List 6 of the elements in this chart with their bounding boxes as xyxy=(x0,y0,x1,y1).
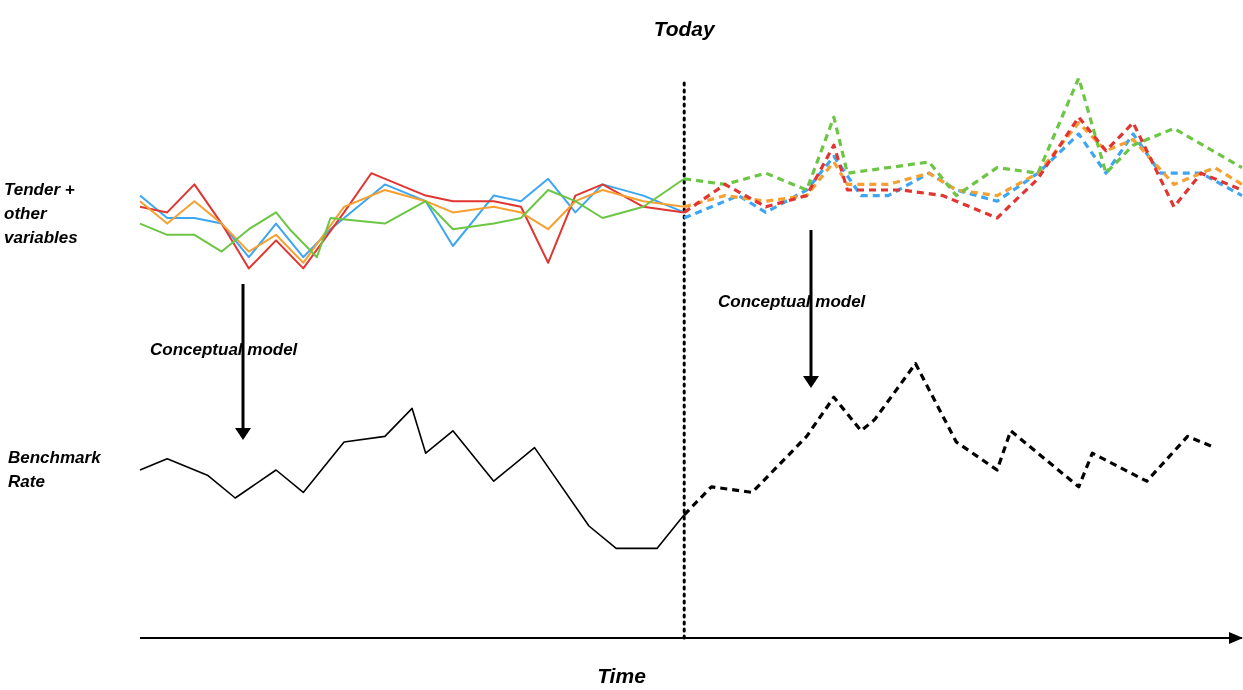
text: Benchmark Rate xyxy=(8,447,102,493)
x-axis-title: Time xyxy=(596,664,647,688)
annotation: Conceptual model xyxy=(150,339,299,361)
text: Today xyxy=(653,17,717,40)
text: Tender + other variables xyxy=(4,179,79,249)
annotation: Conceptual model xyxy=(718,291,867,313)
